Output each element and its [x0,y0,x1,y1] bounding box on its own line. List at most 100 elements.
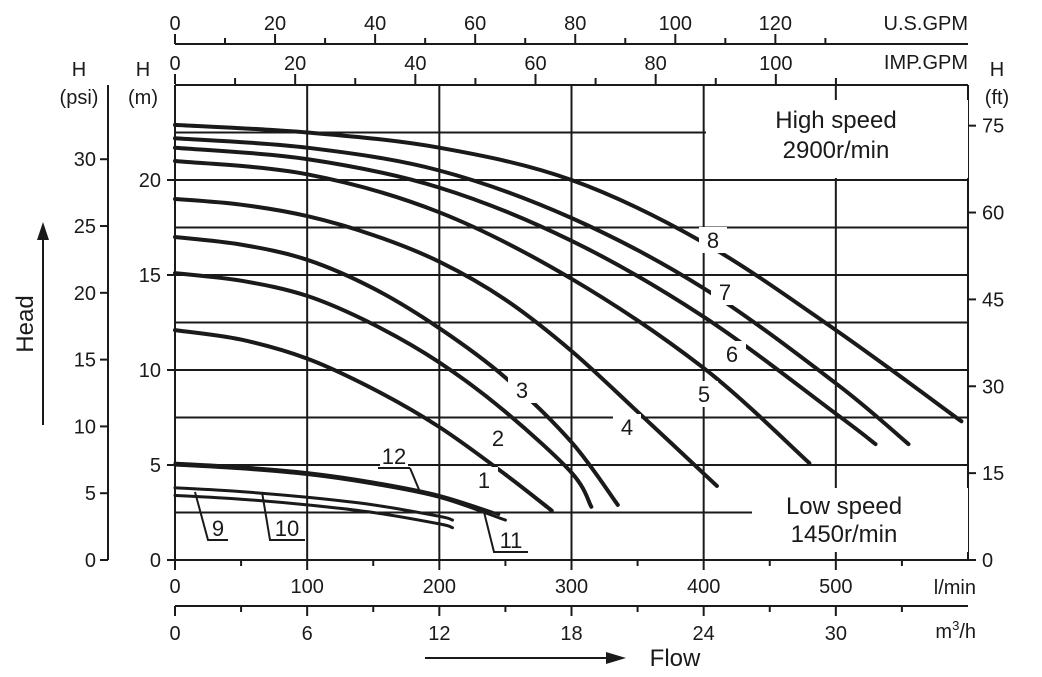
usgpm-unit-label: U.S.GPM [884,13,968,35]
curve-10 [173,486,454,522]
curve-label-bg-2 [484,425,512,451]
curve-label-2: 2 [492,426,504,451]
curve-7 [173,136,911,447]
curve-1 [173,328,554,513]
x-usgpm-tick-label: 120 [759,13,792,35]
curve-label-8: 8 [707,228,719,253]
curve-label-bg-6 [718,341,746,367]
curve-label-9: 9 [212,516,224,541]
x-usgpm-tick-label: 80 [564,13,586,35]
x-impgpm-tick-label: 80 [645,53,667,75]
curve-12 [173,461,501,516]
psi-axis-label-h: H [72,59,86,81]
curve-11-leader [483,511,528,553]
y-ft-tick-label: 15 [982,463,1004,485]
x-lmin-tick-label: 100 [290,576,323,598]
x-impgpm-tick-label: 60 [524,53,546,75]
head-arrow-head [37,222,49,240]
curve-10-leader [261,491,305,541]
y-psi-tick-label: 5 [85,483,96,505]
curve-label-bg-4 [613,414,641,440]
grid [175,84,968,560]
y-ft-tick-label: 45 [982,289,1004,311]
flow-arrow-head [606,652,626,664]
curve-3 [173,235,620,507]
x-m3h-tick-label: 6 [302,623,313,645]
y-psi-tick-label: 10 [74,416,96,438]
curve-8 [173,122,964,424]
curve-label-11: 11 [500,528,523,553]
curve-label-6: 6 [726,342,738,367]
y-m-tick-label: 15 [139,265,161,287]
x-impgpm-tick-label: 20 [284,53,306,75]
y-m-tick-label: 20 [139,170,161,192]
curve-label-3: 3 [516,378,528,403]
series-curves [173,122,964,530]
flow-axis-title: Flow [425,645,701,672]
curve-label-4: 4 [621,415,633,440]
curve-label-bg-8 [699,227,727,253]
x-lmin-tick-label: 400 [687,576,720,598]
curve-label-bg-5 [690,381,718,407]
y-psi-tick-label: 0 [85,550,96,572]
high-speed-box [706,100,968,178]
y-ft-tick-label: 0 [982,550,993,572]
ft-axis-label-h: H [990,59,1004,81]
curve-2 [173,271,594,509]
low-speed-annotation: Low speed 1450r/min [752,488,968,552]
x-m3h-tick-label: 12 [428,623,450,645]
lmin-unit-label: l/min [934,577,976,599]
curve-4 [173,197,719,488]
x-lmin-tick-label: 200 [423,576,456,598]
y-m-tick-label: 10 [139,360,161,382]
curve-label-bg-1 [470,467,498,493]
m-axis-label-h: H [136,59,150,81]
curve-label-bg-7 [711,279,739,305]
high-speed-rpm: 2900r/min [783,137,890,164]
x-m3h-tick-label: 0 [169,623,180,645]
y-ft-tick-label: 75 [982,116,1004,138]
x-usgpm-tick-label: 20 [264,13,286,35]
x-lmin-tick-label: 300 [555,576,588,598]
x-lmin-tick-label: 500 [819,576,852,598]
x-impgpm-tick-label: 0 [169,53,180,75]
flow-title: Flow [650,645,701,672]
m3h-unit-label: m3/h [935,618,976,643]
x-m3h-tick-label: 30 [825,623,847,645]
curve-12-leader [409,467,421,493]
curve-6 [173,145,878,447]
y-psi-tick-label: 15 [74,350,96,372]
y-m-tick-label: 5 [150,455,161,477]
x-usgpm-tick-label: 100 [659,13,692,35]
head-title: Head [12,295,39,352]
curve-label-10: 10 [275,516,299,541]
y-m-tick-label: 0 [150,550,161,572]
y-psi-tick-label: 30 [74,149,96,171]
x-usgpm-tick-label: 40 [364,13,386,35]
x-impgpm-tick-label: 100 [759,53,792,75]
curve-9-leader [194,491,228,541]
x-impgpm-tick-label: 40 [404,53,426,75]
curve-label-12: 12 [382,444,406,469]
impgpm-unit-label: IMP.GPM [884,52,968,74]
curve-9 [173,493,454,530]
curve-label-bg-3 [508,377,536,403]
curve-11 [173,463,507,522]
x-m3h-tick-label: 18 [560,623,582,645]
m-axis-label-unit: (m) [128,87,158,109]
x-usgpm-tick-label: 0 [169,13,180,35]
curve-5 [173,159,812,466]
y-psi-tick-label: 20 [74,283,96,305]
x-usgpm-tick-label: 60 [464,13,486,35]
curve-label-1: 1 [478,468,490,493]
high-speed-title: High speed [775,107,896,134]
curve-label-5: 5 [698,382,710,407]
curve-label-bg-12 [380,443,408,469]
x-m3h-tick-label: 24 [693,623,715,645]
psi-axis-label-unit: (psi) [60,87,99,109]
high-speed-annotation: High speed 2900r/min [706,100,968,178]
curve-label-7: 7 [719,280,731,305]
